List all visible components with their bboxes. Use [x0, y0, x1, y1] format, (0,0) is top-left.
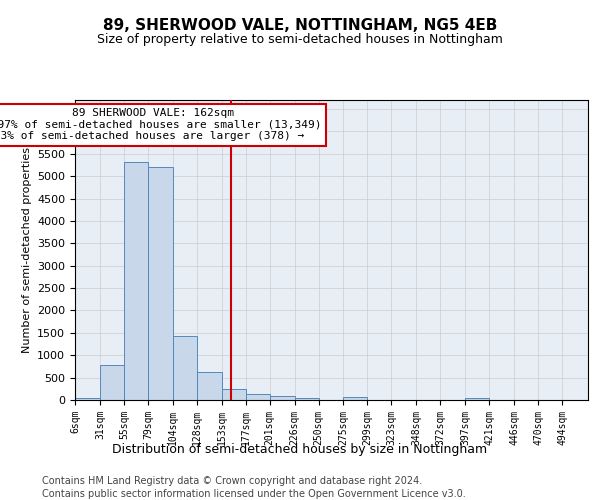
Bar — [173, 336, 197, 400]
Bar — [75, 398, 100, 400]
Bar — [343, 397, 367, 400]
Bar — [269, 396, 295, 400]
Bar — [124, 162, 148, 400]
Text: Distribution of semi-detached houses by size in Nottingham: Distribution of semi-detached houses by … — [112, 442, 488, 456]
Bar — [148, 167, 173, 400]
Text: 89, SHERWOOD VALE, NOTTINGHAM, NG5 4EB: 89, SHERWOOD VALE, NOTTINGHAM, NG5 4EB — [103, 18, 497, 32]
Text: Contains HM Land Registry data © Crown copyright and database right 2024.: Contains HM Land Registry data © Crown c… — [42, 476, 422, 486]
Bar — [100, 364, 124, 400]
Bar — [197, 372, 222, 400]
Bar — [222, 388, 245, 400]
Y-axis label: Number of semi-detached properties: Number of semi-detached properties — [22, 147, 32, 353]
Text: Size of property relative to semi-detached houses in Nottingham: Size of property relative to semi-detach… — [97, 32, 503, 46]
Bar — [245, 394, 269, 400]
Bar — [295, 398, 319, 400]
Bar — [465, 398, 489, 400]
Text: Contains public sector information licensed under the Open Government Licence v3: Contains public sector information licen… — [42, 489, 466, 499]
Text: 89 SHERWOOD VALE: 162sqm    
← 97% of semi-detached houses are smaller (13,349)
: 89 SHERWOOD VALE: 162sqm ← 97% of semi-d… — [0, 108, 322, 141]
